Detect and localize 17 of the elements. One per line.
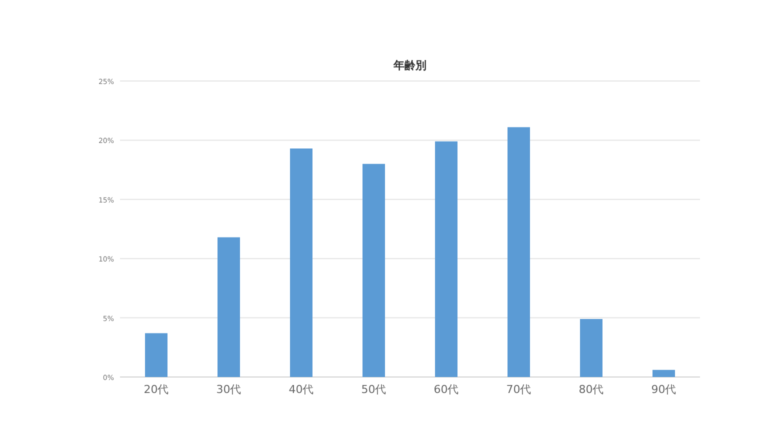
x-tick-label: 30代	[216, 383, 242, 396]
x-tick-label: 40代	[288, 383, 314, 396]
chart-title: 年齢別	[392, 59, 426, 72]
x-tick-label: 80代	[578, 383, 604, 396]
bar	[362, 164, 385, 377]
x-tick-label: 70代	[506, 383, 532, 396]
bar	[508, 127, 530, 377]
x-tick-label: 50代	[361, 383, 386, 396]
bar	[145, 333, 168, 377]
bar	[580, 318, 602, 377]
bar	[290, 148, 312, 377]
bar	[652, 370, 675, 377]
x-tick-label: 60代	[434, 383, 459, 396]
x-tick-label: 90代	[651, 383, 676, 396]
bar	[435, 141, 458, 377]
bar	[218, 237, 240, 377]
x-tick-label: 20代	[144, 383, 169, 396]
